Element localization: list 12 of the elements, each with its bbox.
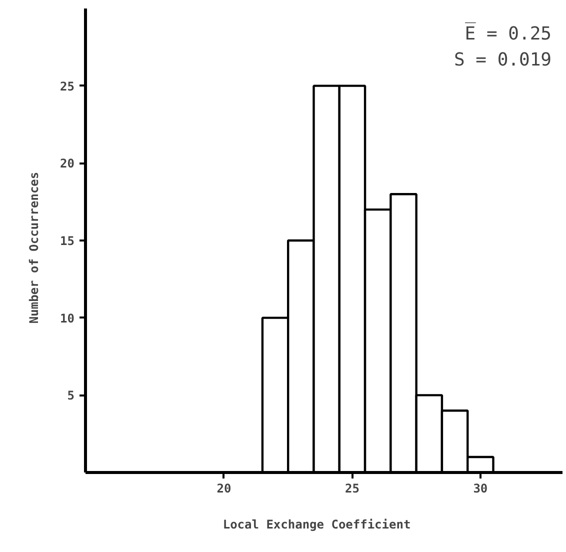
annotation: E̅ = 0.25: [464, 22, 552, 44]
x-tick-label: 25: [344, 482, 360, 496]
y-tick-label: 20: [60, 156, 75, 171]
x-tick-label: 30: [473, 482, 488, 496]
annotation: S = 0.019: [454, 50, 552, 70]
x-tick-label: 20: [216, 482, 232, 496]
y-axis-title: Number of Occurrences: [27, 172, 42, 324]
y-tick-label: 15: [60, 234, 75, 248]
y-tick-label: 25: [60, 79, 75, 94]
y-tick-label: 10: [60, 311, 75, 326]
y-tick-label: 5: [67, 388, 75, 403]
x-axis-title: Local Exchange Coefficient: [222, 518, 411, 532]
